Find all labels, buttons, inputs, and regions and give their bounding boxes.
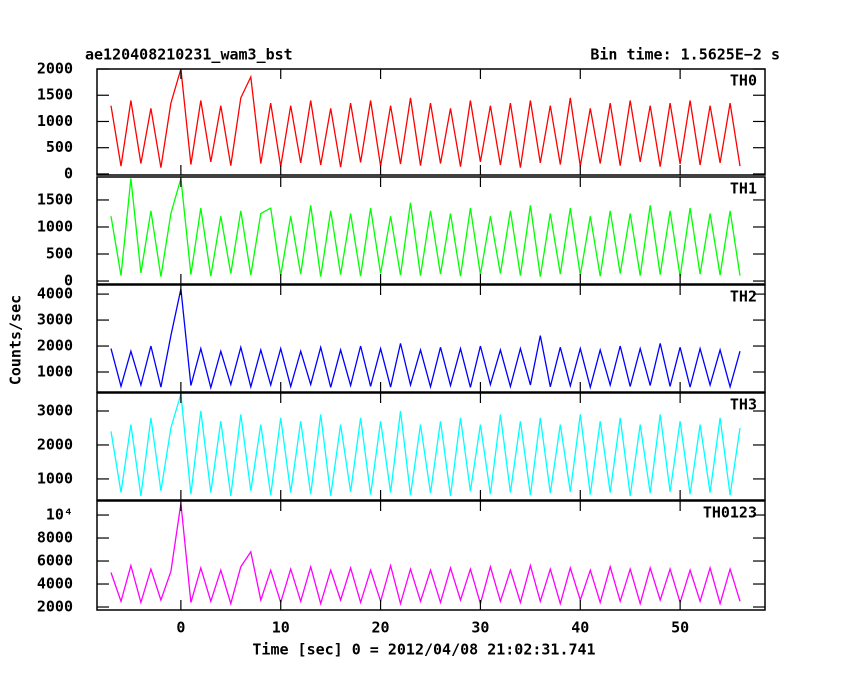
x-tick-label: 30 [471,619,489,637]
x-tick-label: 20 [372,619,390,637]
y-tick-label: 1000 [37,112,73,130]
y-tick-label: 10⁴ [46,506,73,524]
y-tick-label: 6000 [37,552,73,570]
panel-label: TH3 [730,396,757,414]
light-curve [110,288,741,391]
x-axis-label: Time [sec] 0 = 2012/04/08 21:02:31.741 [252,641,595,659]
y-tick-label: 2000 [37,435,73,453]
y-tick-label: 1500 [37,86,73,104]
light-curve [110,178,741,277]
y-tick-label: 500 [46,245,73,263]
light-curve [110,393,741,496]
y-tick-label: 3000 [37,311,73,329]
panel-label: TH1 [730,180,757,198]
y-tick-label: 0 [64,272,73,290]
panel-frame [96,392,766,501]
y-tick-label: 4000 [37,575,73,593]
y-tick-label: 3000 [37,402,73,420]
y-tick-label: 2000 [37,598,73,616]
panel-label: TH2 [730,288,757,306]
panel-frame [96,176,766,285]
y-tick-label: 4000 [37,285,73,303]
x-tick-label: 10 [272,619,290,637]
light-curve [110,69,741,168]
y-tick-label: 0 [64,164,73,182]
panel-frame [96,500,766,611]
y-tick-label: 1000 [37,363,73,381]
y-tick-label: 500 [46,138,73,156]
x-tick-label: 0 [176,619,185,637]
light-curve [110,503,741,607]
x-tick-label: 40 [571,619,589,637]
y-tick-label: 2000 [37,60,73,78]
panel-frame [96,284,766,393]
chart-title: ae120408210231_wam3_bst [85,46,293,64]
panel-label: TH0123 [703,504,757,522]
panel-label: TH0 [730,72,757,90]
y-tick-label: 1000 [37,469,73,487]
chart-subtitle: Bin time: 1.5625E−2 s [590,46,780,64]
y-axis-label: Counts/sec [7,295,25,385]
y-tick-label: 1000 [37,217,73,235]
y-tick-label: 8000 [37,529,73,547]
y-tick-label: 2000 [37,337,73,355]
x-tick-label: 50 [671,619,689,637]
y-tick-label: 1500 [37,190,73,208]
